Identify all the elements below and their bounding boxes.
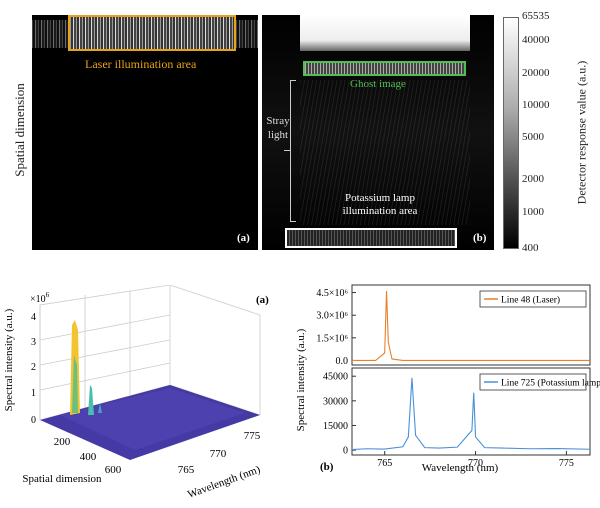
spectra-x-ticks: 765 770 775 bbox=[377, 451, 574, 469]
y-tick-label: 1.5×10⁶ bbox=[316, 333, 348, 344]
colorbar-ticks: 65535 40000 20000 10000 5000 2000 1000 4… bbox=[522, 10, 572, 255]
x-ticks: 200 400 600 bbox=[54, 436, 122, 476]
spectra-panel-label: (b) bbox=[320, 461, 334, 473]
z-tick: 2 bbox=[31, 362, 36, 373]
stray-light-bracket bbox=[290, 80, 296, 222]
legend-label: Line 48 (Laser) bbox=[501, 295, 560, 306]
legend-label: Line 725 (Potassium lamp) bbox=[501, 378, 600, 389]
z-ticks: 0 1 2 3 4 bbox=[31, 312, 36, 426]
ghost-image-label: Ghost image bbox=[350, 78, 406, 90]
x-tick: 200 bbox=[54, 436, 71, 448]
x-tick-label: 765 bbox=[377, 458, 392, 469]
z-tick: 0 bbox=[31, 415, 36, 426]
spectra-ylabel: Spectral intensity (a.u.) bbox=[295, 328, 307, 431]
colorbar-tick: 10000 bbox=[522, 99, 550, 111]
colorbar-tick: 40000 bbox=[522, 34, 550, 46]
x-tick: 400 bbox=[80, 451, 97, 463]
z-tick: 4 bbox=[31, 312, 36, 323]
z-tick: 3 bbox=[31, 337, 36, 348]
laser-peak-shade bbox=[72, 355, 78, 413]
z-tick: 1 bbox=[31, 388, 36, 399]
spectra-xlabel: Wavelength (nm) bbox=[422, 462, 499, 474]
y-tick: 775 bbox=[244, 430, 261, 442]
spectra-line-charts: Spectral intensity (a.u.) Wavelength (nm… bbox=[295, 284, 600, 474]
colorbar-tick: 400 bbox=[522, 242, 539, 254]
panel-a-label: (a) bbox=[237, 232, 250, 244]
surface-ripples bbox=[60, 388, 245, 450]
z-multiplier-exp: 6 bbox=[46, 291, 50, 299]
stray-light-texture bbox=[300, 80, 470, 225]
laser-illumination-box bbox=[68, 15, 236, 51]
chart-laser: 0.0 1.5×10⁶ 3.0×10⁶ 4.5×10⁶ Line 48 (Laser) bbox=[316, 284, 591, 367]
y-tick-label: 30000 bbox=[323, 396, 348, 407]
y-axis-label: Wavelength (nm) bbox=[186, 463, 262, 501]
x-tick-label: 775 bbox=[559, 458, 574, 469]
colorbar-tick: 1000 bbox=[522, 206, 544, 218]
colorbar bbox=[503, 17, 519, 249]
colorbar-label: Detector response value (a.u.) bbox=[574, 60, 589, 205]
y-tick-label: 3.0×10⁶ bbox=[316, 311, 348, 322]
potassium-illumination-box bbox=[285, 228, 457, 248]
ghost-image-box bbox=[303, 61, 466, 76]
colorbar-tick: 20000 bbox=[522, 67, 550, 79]
surface-plot-3d: (a) 0 1 2 3 4 ×106 Spectral intensity (a… bbox=[3, 285, 269, 501]
potassium-label-line2: illumination area bbox=[342, 205, 418, 217]
stray-label-line1: Stray bbox=[266, 115, 290, 127]
chart-potassium: 0 15000 30000 45000 Line 725 (Potassium lamp… bbox=[323, 367, 600, 457]
legend-box bbox=[479, 290, 587, 308]
y-ticks: 765 770 775 bbox=[178, 430, 261, 476]
y-tick: 765 bbox=[178, 464, 195, 476]
y-tick-label: 4.5×10⁶ bbox=[316, 288, 348, 299]
x-axis-label: Spatial dimension bbox=[22, 473, 102, 485]
y-tick-label: 0 bbox=[343, 446, 348, 457]
panel-b-label: (b) bbox=[473, 232, 487, 244]
legend-box bbox=[479, 373, 587, 391]
x-tick: 600 bbox=[105, 464, 122, 476]
surface-floor bbox=[40, 385, 260, 460]
surface-panel-label: (a) bbox=[256, 294, 269, 306]
potassium-label-line1: Potassium lamp bbox=[345, 192, 415, 204]
y-tick-label: 15000 bbox=[323, 421, 348, 432]
detector-image-a bbox=[32, 15, 258, 250]
potassium-label: Potassium lamp illumination area bbox=[305, 192, 455, 218]
z-multiplier-base: ×10 bbox=[30, 294, 46, 305]
top-figure: Spatial dimension Laser illumination are… bbox=[12, 10, 589, 255]
series-line bbox=[351, 377, 591, 451]
laser-peak-secondary bbox=[88, 385, 94, 415]
stray-label-line2: light bbox=[267, 129, 289, 141]
y-tick: 770 bbox=[210, 448, 227, 460]
stray-light-tick bbox=[284, 150, 290, 151]
y-tick-label: 45000 bbox=[323, 372, 348, 383]
colorbar-tick: 65535 bbox=[522, 10, 550, 22]
y-tick-label: 0.0 bbox=[336, 356, 349, 367]
z-multiplier: ×106 bbox=[30, 291, 50, 305]
detector-image-b bbox=[262, 15, 494, 250]
colorbar-tick: 2000 bbox=[522, 173, 544, 185]
stray-light-label: Stray light bbox=[263, 114, 293, 142]
series-line bbox=[352, 291, 590, 362]
laser-illumination-label: Laser illumination area bbox=[85, 57, 197, 71]
colorbar-tick: 5000 bbox=[522, 131, 544, 143]
laser-peak-small bbox=[98, 403, 102, 413]
z-axis-label: Spectral intensity (a.u.) bbox=[3, 308, 15, 411]
saturated-region bbox=[300, 15, 470, 51]
x-tick-label: 770 bbox=[468, 458, 483, 469]
top-ylabel: Spatial dimension bbox=[12, 83, 27, 177]
